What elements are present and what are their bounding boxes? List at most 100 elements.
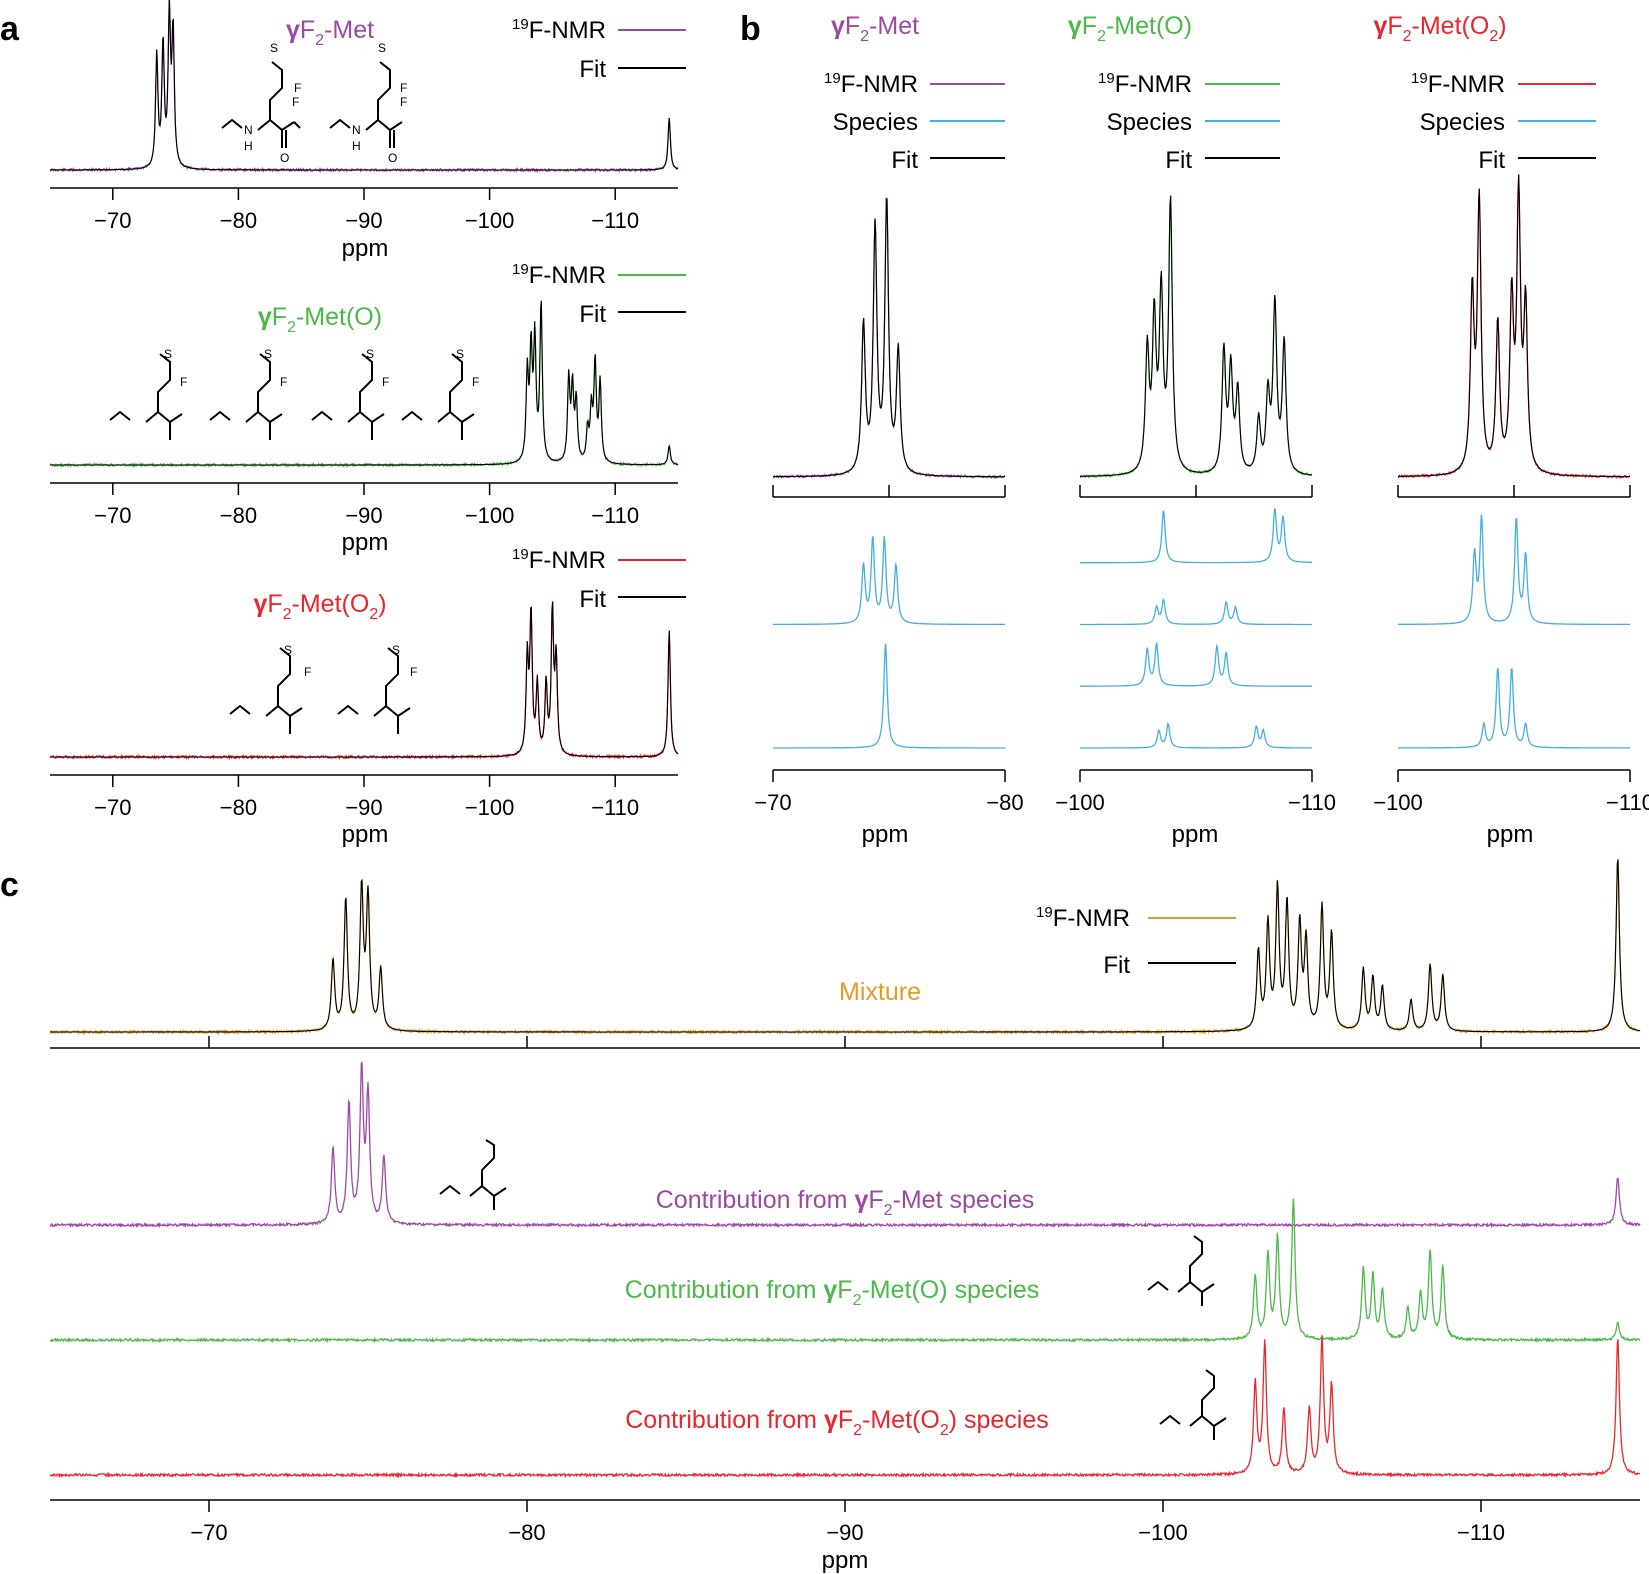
atom-f: F [292,95,299,109]
atom-h: H [244,139,253,153]
species-trace [773,643,1005,749]
legend-nmr: 19F-NMR [1411,70,1505,98]
contribution-trace-met [49,1061,1641,1229]
atom-s: S [456,347,464,361]
species-trace [1398,668,1630,749]
legend-a1: 19F-NMR Fit [512,16,686,83]
structures-met-o [109,353,475,440]
atom-s: S [270,41,278,55]
species-trace [1080,721,1312,749]
panel-label-b: b [740,10,761,48]
title-met-o: γF2-Met(O) [258,303,382,336]
tick-label: −100 [1373,790,1423,815]
tick-label: −80 [986,790,1023,815]
fit-trace [50,859,1640,1033]
structures-met-o2 [229,647,411,734]
panel-b: γF2-Met 19F-NMR Species Fit ppm −70 −80 γ… [754,12,1649,848]
tick-label: −80 [220,503,257,528]
atom-s: S [378,41,386,55]
mixture-trace [49,858,1641,1036]
contribution-met-o-label: Contribution from γF2-Met(O) species [625,1276,1040,1309]
legend-fit: Fit [1165,147,1192,174]
legend-c: 19F-NMR Fit [1036,904,1236,979]
species-trace [773,535,1005,626]
x-axis: −70 −80 [754,769,1024,815]
legend-b1: 19F-NMR Species Fit [824,70,1005,174]
legend-species: Species [1107,109,1192,136]
fit-trace [1080,195,1313,477]
chart-a1: γF2-Met 19F-NMR Fit ppm −70 −80 −90 −100 −11… [49,0,686,262]
legend-fit: Fit [1103,952,1130,979]
tick-label: −80 [220,795,257,820]
tick-label: −100 [465,795,515,820]
atom-f: F [400,95,407,109]
legend-species: Species [833,109,918,136]
structure-c-met-o2 [1159,1369,1227,1440]
atom-o: O [388,151,397,165]
x-axis: −70 −80 −90 −100 −110 [50,482,678,528]
x-axis-label: ppm [342,821,389,848]
x-axis: −70 −80 −90 −100 −110 [50,1499,1640,1545]
tick-label: −110 [1606,790,1649,815]
legend-nmr: 19F-NMR [512,546,606,574]
legend-nmr: 19F-NMR [512,16,606,44]
title-met-o2: γF2-Met(O2) [253,590,386,623]
x-axis-label: ppm [342,529,389,556]
x-axis: −100 −110 [1373,769,1649,815]
x-axis-label: ppm [1487,821,1534,848]
contribution-met-o2-label: Contribution from γF2-Met(O2) species [625,1406,1049,1439]
panel-a: γF2-Met 19F-NMR Fit ppm −70 −80 −90 −100 −11… [49,0,686,848]
atom-s: S [164,347,172,361]
atom-f: F [180,375,187,389]
tick-label: −70 [754,790,791,815]
tick-label: −80 [220,208,257,233]
legend-nmr: 19F-NMR [512,261,606,289]
fit-trace [50,0,679,171]
tick-label: −90 [345,503,382,528]
panel-label-c: c [0,866,19,904]
legend-species: Species [1420,109,1505,136]
chart-b2: γF2-Met(O) 19F-NMR Species Fit ppm −100−… [1055,12,1336,848]
atom-f: F [410,665,417,679]
x-axis: −100 −110 [1055,769,1336,815]
x-axis-upper [1079,485,1313,498]
legend-nmr: 19F-NMR [1036,904,1130,932]
tick-label: −100 [465,208,515,233]
atom-f: F [472,375,479,389]
tick-label: −70 [190,1520,227,1545]
atom-f: F [294,81,301,95]
tick-label: −90 [345,795,382,820]
species-trace [1080,597,1312,626]
species-trace [1398,514,1630,626]
fit-trace [50,602,679,758]
contribution-trace-metO2 [49,1335,1641,1479]
atom-nh: N [244,123,253,137]
tick-label: −100 [1138,1520,1188,1545]
x-axis-upper [50,1036,1640,1049]
legend-fit: Fit [579,56,606,83]
tick-label: −110 [1457,1520,1505,1545]
legend-b2: 19F-NMR Species Fit [1098,70,1280,174]
title-met: γF2-Met [831,12,919,45]
fit-trace [773,197,1005,478]
nmr-trace [1079,196,1313,479]
fit-trace [50,300,679,466]
x-axis-upper [1397,485,1631,498]
tick-label: −90 [826,1520,863,1545]
legend-a2: 19F-NMR Fit [512,261,686,328]
structure-c-met [439,1139,507,1210]
x-axis-label: ppm [862,821,909,848]
nmr-trace [49,601,679,761]
x-axis: −70 −80 −90 −100 −110 [50,187,678,233]
x-axis-upper [772,485,1006,498]
legend-fit: Fit [891,147,918,174]
panel-c: 19F-NMR Fit Mixture Contribution from γF… [49,858,1641,1574]
atom-f: F [382,375,389,389]
legend-fit: Fit [579,586,606,613]
atom-o: O [280,151,289,165]
species-trace [1080,508,1312,564]
title-met-o2: γF2-Met(O2) [1373,12,1506,45]
x-axis: −70 −80 −90 −100 −110 [50,774,678,820]
legend-b3: 19F-NMR Species Fit [1411,70,1596,174]
legend-fit: Fit [1478,147,1505,174]
